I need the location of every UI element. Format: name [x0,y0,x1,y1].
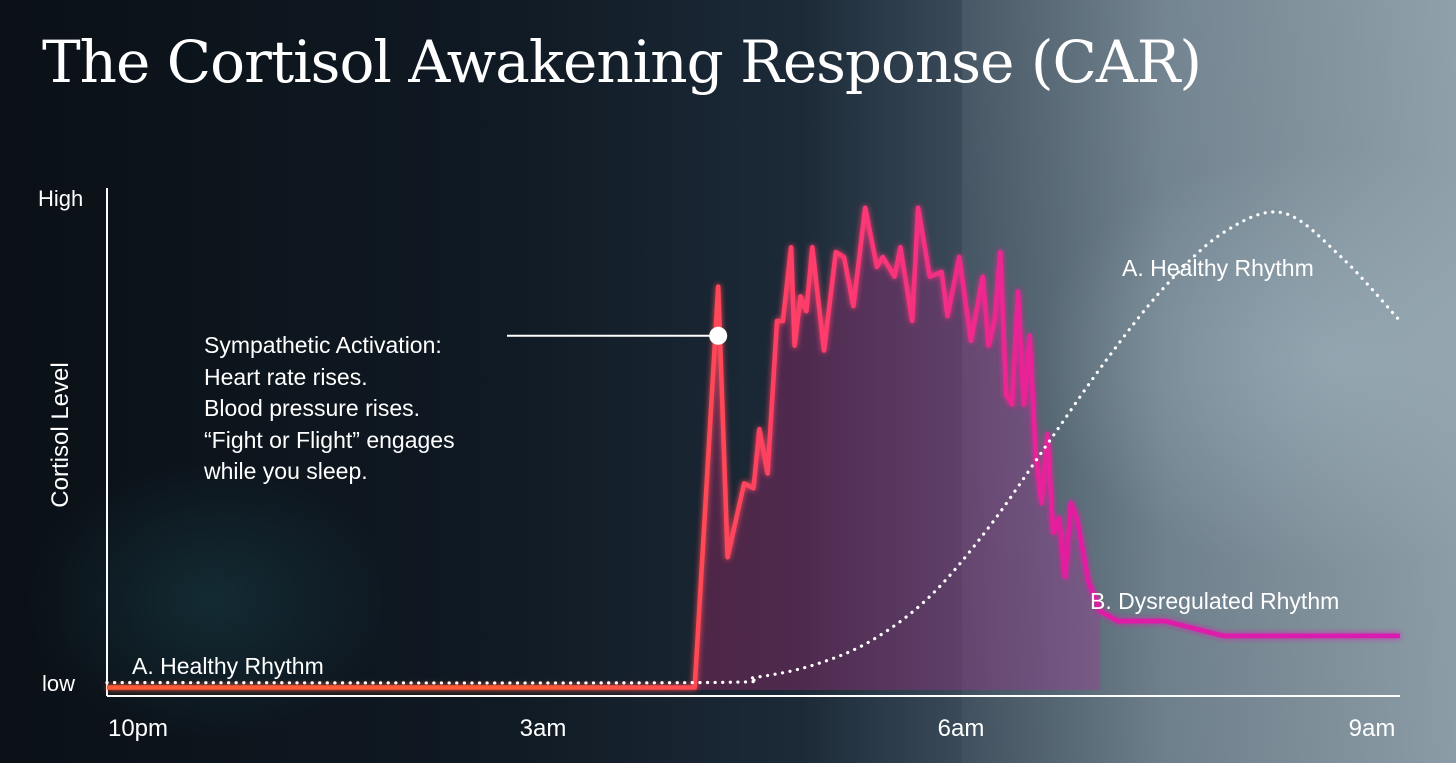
y-axis-label: Cortisol Level [47,362,74,507]
x-tick-9am: 9am [1349,715,1396,742]
label-healthy-right: A. Healthy Rhythm [1122,255,1314,281]
y-tick-high: High [38,186,83,211]
series-line-healthy [105,210,1402,685]
x-tick-6am: 6am [938,715,985,742]
y-tick-low: low [42,671,75,696]
annotation-line: Sympathetic Activation: [204,332,442,358]
label-dysregulated: B. Dysregulated Rhythm [1090,588,1339,614]
annotation-text: Sympathetic Activation: Heart rate rises… [204,330,534,488]
x-tick-10pm: 10pm [108,715,168,742]
annotation-line: while you sleep. [204,458,368,484]
dysregulated-area [694,207,1101,691]
annotation-line: “Fight or Flight” engages [204,426,455,453]
annotation-point [709,326,728,345]
annotation-line: Blood pressure rises. [204,395,421,421]
page-title: The Cortisol Awakening Response (CAR) [42,28,1202,96]
x-tick-3am: 3am [520,715,567,742]
series-line-dysregulated [107,205,1400,690]
annotation-line: Heart rate rises. [204,363,368,390]
label-healthy-left: A. Healthy Rhythm [132,653,324,679]
